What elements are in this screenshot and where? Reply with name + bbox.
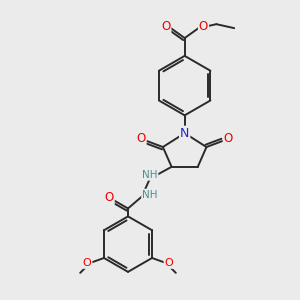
- Text: O: O: [105, 191, 114, 204]
- Text: O: O: [136, 132, 146, 145]
- Text: O: O: [224, 132, 233, 145]
- Text: O: O: [164, 258, 173, 268]
- Text: NH: NH: [142, 190, 158, 200]
- Text: O: O: [161, 20, 170, 33]
- Text: NH: NH: [142, 170, 158, 180]
- Text: O: O: [199, 20, 208, 33]
- Text: N: N: [180, 127, 189, 140]
- Text: O: O: [83, 258, 92, 268]
